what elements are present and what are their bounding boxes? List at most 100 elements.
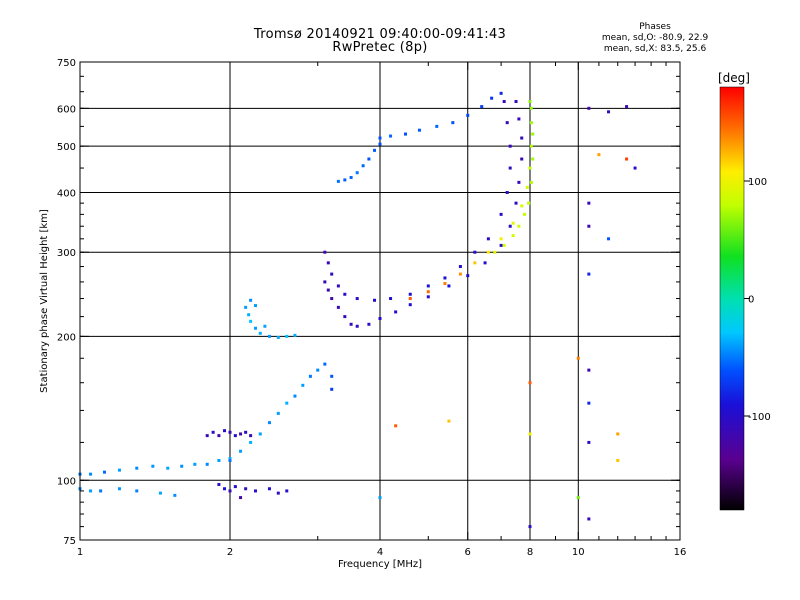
data-point <box>267 334 271 338</box>
data-point <box>607 237 611 241</box>
data-point <box>135 466 139 470</box>
data-point <box>378 136 382 140</box>
chart-title: Tromsø 20140921 09:40:00-09:41:43 <box>253 27 507 42</box>
data-point <box>576 496 580 500</box>
data-point <box>330 272 334 276</box>
data-point <box>276 491 280 495</box>
data-point <box>336 284 340 288</box>
data-point <box>293 333 297 337</box>
data-point <box>511 234 515 238</box>
data-point <box>505 190 509 194</box>
data-point <box>323 250 327 254</box>
data-point <box>228 458 232 462</box>
data-point <box>520 204 524 208</box>
data-point <box>349 175 353 179</box>
data-point <box>587 224 591 228</box>
data-point <box>466 274 470 278</box>
data-point <box>426 295 430 299</box>
y-axis-ticks: 75 100 200 300 400 500 600 750 <box>57 58 680 547</box>
data-point <box>330 374 334 378</box>
data-point <box>508 144 512 148</box>
data-point <box>301 383 305 387</box>
data-point <box>378 496 382 500</box>
data-point <box>529 121 533 125</box>
data-point <box>517 180 521 184</box>
data-point <box>343 178 347 182</box>
data-point <box>326 261 330 265</box>
data-point <box>217 482 221 486</box>
data-point <box>587 401 591 405</box>
data-point <box>486 250 490 254</box>
colorbar-tick-label: -100 <box>748 412 771 423</box>
data-point <box>343 315 347 319</box>
data-point <box>389 297 393 301</box>
data-point <box>447 419 451 423</box>
data-point <box>89 489 93 493</box>
y-tick-label: 750 <box>57 58 76 69</box>
data-point <box>239 496 243 500</box>
data-point <box>426 284 430 288</box>
colorbar-tick-label: 100 <box>748 177 767 188</box>
data-point <box>529 106 533 110</box>
data-point <box>473 261 477 265</box>
y-tick-label: 75 <box>63 536 76 547</box>
data-point <box>625 105 629 109</box>
data-point <box>514 100 518 104</box>
data-point <box>633 166 637 170</box>
data-point <box>490 96 494 100</box>
data-point <box>173 493 177 497</box>
data-point <box>499 212 503 216</box>
data-point <box>480 105 484 109</box>
data-point <box>355 171 359 175</box>
data-point <box>330 297 334 301</box>
data-point <box>616 458 620 462</box>
data-point <box>244 305 248 309</box>
data-point <box>276 335 280 339</box>
data-point <box>228 457 232 461</box>
y-tick-label: 100 <box>57 476 76 487</box>
data-point <box>447 284 451 288</box>
data-point <box>323 362 327 366</box>
x-tick-label: 8 <box>527 547 533 558</box>
data-point <box>373 148 377 152</box>
data-point <box>408 297 412 301</box>
data-point <box>205 462 209 466</box>
data-point <box>508 166 512 170</box>
data-point <box>587 201 591 205</box>
data-point <box>285 334 289 338</box>
data-point <box>483 261 487 265</box>
data-point <box>135 489 139 493</box>
data-point <box>525 185 529 189</box>
data-point <box>117 468 121 472</box>
data-point <box>511 221 515 225</box>
data-point <box>528 432 532 436</box>
data-point <box>473 250 477 254</box>
data-point <box>378 316 382 320</box>
data-point <box>193 462 197 466</box>
data-point <box>625 157 629 161</box>
data-point <box>249 298 253 302</box>
data-point <box>597 153 601 157</box>
data-point <box>394 310 398 314</box>
data-point <box>117 487 121 491</box>
x-axis-label: Frequency [MHz] <box>338 559 422 570</box>
data-point <box>426 290 430 294</box>
data-point <box>180 464 184 468</box>
data-point <box>458 265 462 269</box>
stats-o-mode: mean, sd,O: -80.9, 22.9 <box>601 33 709 43</box>
data-point <box>499 237 503 241</box>
data-point <box>217 434 221 438</box>
data-point <box>316 368 320 372</box>
data-point <box>607 110 611 114</box>
chart-subtitle: RwPretec (8p) <box>332 40 428 55</box>
x-tick-label: 16 <box>674 547 687 558</box>
data-point <box>493 250 497 254</box>
data-point <box>267 421 271 425</box>
data-point <box>529 180 533 184</box>
data-point <box>466 113 470 117</box>
data-point <box>247 313 251 317</box>
data-point <box>529 144 533 148</box>
data-point <box>285 489 289 493</box>
data-point <box>520 157 524 161</box>
